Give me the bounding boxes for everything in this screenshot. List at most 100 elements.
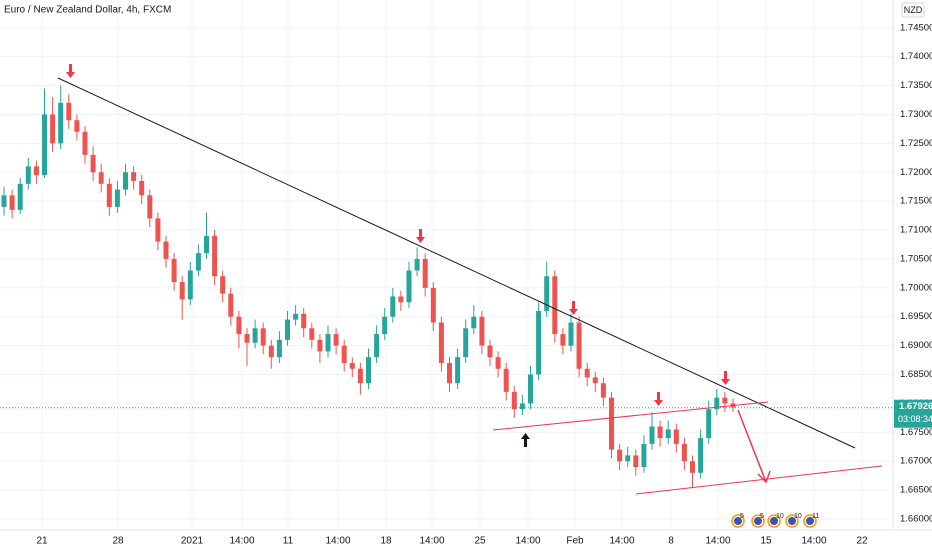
x-tick-label: 14:00 <box>419 536 444 547</box>
candle-body <box>212 235 218 277</box>
candle-body <box>503 368 509 392</box>
candle-body <box>42 114 47 176</box>
x-tick-label: 18 <box>380 536 392 547</box>
candle-body <box>544 276 550 311</box>
candle-body <box>382 316 388 335</box>
candle-body <box>82 131 88 155</box>
y-tick-label: 1.69500 <box>900 311 932 322</box>
event-count: 11 <box>812 513 819 520</box>
candle-body <box>220 276 226 294</box>
y-tick-label: 1.67500 <box>900 427 932 438</box>
y-tick-label: 1.70000 <box>900 282 932 293</box>
candle-body <box>155 218 161 242</box>
candle-body <box>228 293 234 317</box>
down-arrow <box>654 392 663 406</box>
event-icon <box>806 517 814 525</box>
event-icon <box>754 517 762 525</box>
candle-body <box>438 322 444 363</box>
candle-body <box>123 172 128 190</box>
x-tick-label: 22 <box>856 536 868 547</box>
candle-body <box>455 357 461 384</box>
candle-body <box>592 377 598 384</box>
candle-body <box>187 270 193 300</box>
up-arrow <box>521 433 530 447</box>
candle-body <box>66 102 72 121</box>
candle-body <box>98 172 104 184</box>
candle-body <box>625 455 631 462</box>
candle-body <box>447 362 452 384</box>
trend-line <box>57 77 856 449</box>
candle-body <box>722 397 728 404</box>
countdown: 03:08:34 <box>898 414 932 424</box>
y-tick-label: 1.69000 <box>900 340 932 351</box>
candle-body <box>511 391 517 410</box>
candle-body <box>406 270 412 303</box>
support-line <box>635 465 883 495</box>
event-count: 10 <box>794 513 802 520</box>
candle-body <box>479 316 485 346</box>
candle-body <box>244 334 250 343</box>
candle-body <box>657 426 663 439</box>
candle-body <box>268 345 274 358</box>
channel-line <box>492 401 769 431</box>
y-tick-label: 1.74000 <box>900 51 932 62</box>
candle-body <box>366 357 371 384</box>
y-tick-label: 1.73500 <box>900 80 932 91</box>
y-tick-label: 1.71000 <box>900 225 932 236</box>
candle-body <box>471 316 477 329</box>
down-arrow <box>569 301 578 315</box>
event-count: 5 <box>760 513 764 520</box>
candle-body <box>422 258 428 288</box>
candle-body <box>584 368 590 378</box>
candle-body <box>50 114 56 144</box>
x-tick-label: 28 <box>112 536 124 547</box>
last-price: 1.67926 <box>899 401 932 412</box>
candle-body <box>536 310 542 375</box>
candle-body <box>576 322 582 369</box>
candle-body <box>349 362 355 369</box>
candle-body <box>204 235 209 254</box>
down-arrow <box>416 229 425 243</box>
event-count: 10 <box>776 513 784 520</box>
candle-body <box>690 461 695 473</box>
candle-body <box>309 328 315 340</box>
currency-box <box>901 2 925 18</box>
down-arrow <box>66 64 75 78</box>
candle-body <box>285 319 290 340</box>
x-tick-label: 14:00 <box>801 536 826 547</box>
x-tick-label: Feb <box>566 536 584 547</box>
candle-body <box>706 409 712 439</box>
candle-body <box>90 154 96 173</box>
candle-body <box>293 313 299 320</box>
candle-body <box>333 334 339 346</box>
x-tick-label: 14:00 <box>325 536 350 547</box>
forecast-arrow <box>737 409 771 484</box>
y-tick-label: 1.74500 <box>900 22 932 33</box>
candle-body <box>398 296 404 303</box>
down-arrow <box>721 371 730 385</box>
candle-body <box>139 180 145 196</box>
candle-body <box>114 189 120 207</box>
axis-labels: 21 28 2021 14:00 11 14:00 18 14:00 25 14:00 Feb 14:… <box>36 22 932 547</box>
candle-body <box>487 345 493 358</box>
candle-body <box>357 368 363 384</box>
candle-body <box>374 334 380 358</box>
last-price-badge <box>894 399 932 428</box>
candle-body <box>681 443 687 462</box>
candle-body <box>519 403 525 410</box>
candle-body <box>58 102 64 144</box>
candle-body <box>252 328 258 343</box>
x-tick-label: 2021 <box>181 536 204 547</box>
down-arrows <box>66 64 730 406</box>
y-tick-label: 1.72500 <box>900 138 932 149</box>
y-tick-label: 1.68500 <box>900 369 932 380</box>
candle-body <box>600 383 606 398</box>
currency: NZD <box>904 5 923 15</box>
candle-body <box>463 328 469 358</box>
candle-body <box>1 195 7 207</box>
x-tick-label: 21 <box>36 536 48 547</box>
candles <box>1 85 736 488</box>
candle-body <box>131 172 137 181</box>
